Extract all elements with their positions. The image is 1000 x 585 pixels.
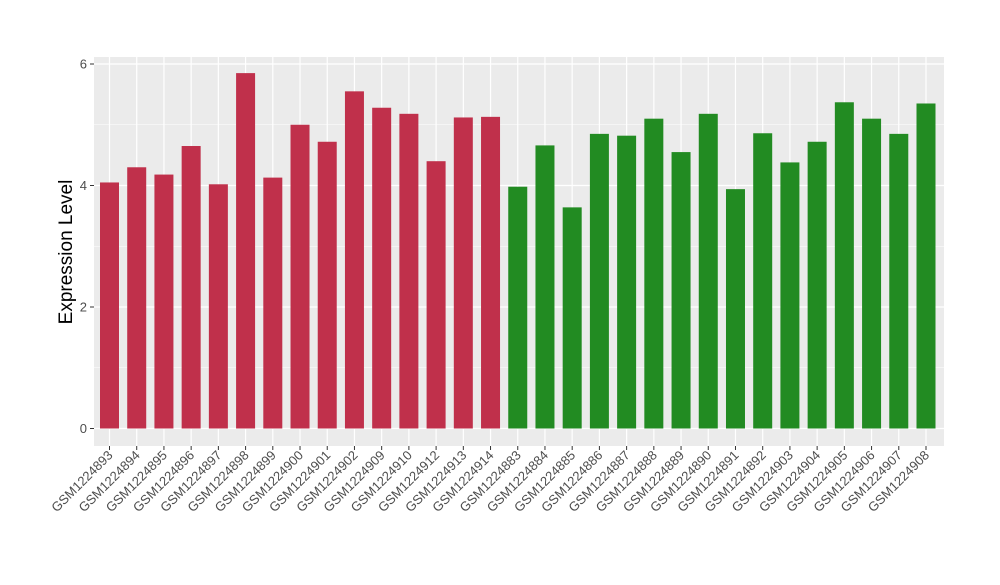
bar-GSM1224903 bbox=[780, 162, 800, 429]
y-tick-label: 2 bbox=[80, 300, 87, 315]
bar-GSM1224902 bbox=[344, 91, 364, 429]
bar-GSM1224907 bbox=[889, 133, 909, 429]
bar-GSM1224901 bbox=[317, 141, 337, 429]
x-axis: GSM1224893GSM1224894GSM1224895GSM1224896… bbox=[48, 446, 932, 515]
bar-GSM1224889 bbox=[671, 152, 691, 429]
bar-GSM1224895 bbox=[154, 174, 174, 429]
bar-GSM1224887 bbox=[617, 135, 637, 429]
bar-GSM1224905 bbox=[834, 102, 854, 429]
y-axis: 0 2 4 6 bbox=[80, 57, 94, 436]
bar-GSM1224890 bbox=[698, 113, 718, 429]
bar-GSM1224912 bbox=[426, 161, 446, 429]
bar-GSM1224892 bbox=[753, 133, 773, 429]
bar-GSM1224909 bbox=[372, 107, 392, 429]
bar-GSM1224904 bbox=[807, 141, 827, 429]
bar-GSM1224894 bbox=[127, 167, 147, 429]
bar-GSM1224899 bbox=[263, 177, 283, 429]
bar-GSM1224896 bbox=[181, 146, 201, 429]
bars bbox=[100, 73, 936, 429]
y-tick-label: 6 bbox=[80, 57, 87, 72]
bar-GSM1224898 bbox=[236, 73, 256, 429]
bar-GSM1224914 bbox=[481, 116, 501, 429]
bar-GSM1224891 bbox=[725, 189, 745, 429]
bar-GSM1224913 bbox=[453, 117, 473, 429]
bar-GSM1224893 bbox=[100, 182, 119, 429]
bar-GSM1224888 bbox=[644, 118, 664, 429]
y-tick-label: 4 bbox=[80, 178, 87, 193]
y-tick-label: 0 bbox=[80, 421, 87, 436]
bar-GSM1224906 bbox=[862, 118, 882, 429]
bar-GSM1224908 bbox=[916, 103, 936, 429]
bar-GSM1224900 bbox=[290, 124, 310, 429]
bar-GSM1224884 bbox=[535, 145, 555, 429]
bar-GSM1224910 bbox=[399, 113, 419, 429]
bar-GSM1224886 bbox=[589, 133, 609, 429]
y-axis-label: Expression Level bbox=[56, 180, 77, 325]
bar-GSM1224885 bbox=[562, 207, 582, 429]
bar-GSM1224883 bbox=[508, 186, 528, 429]
bar-GSM1224897 bbox=[208, 184, 228, 429]
